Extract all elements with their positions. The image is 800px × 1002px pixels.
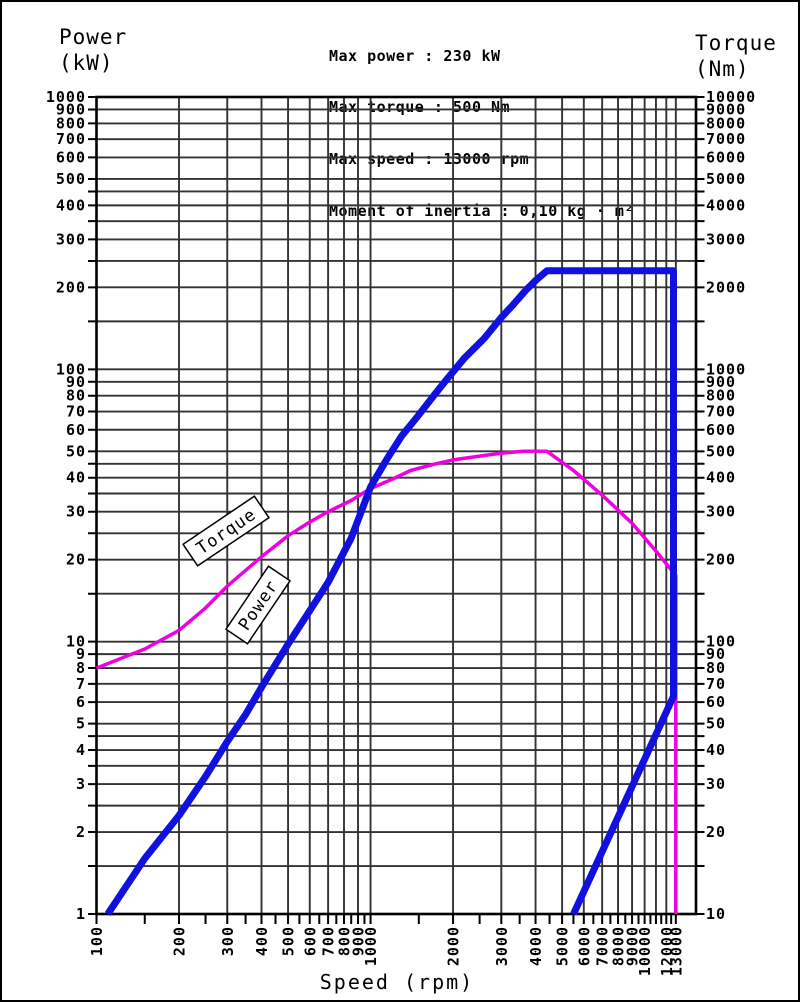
spec-max-power: Max power : 230 kW — [329, 46, 501, 65]
right-axis-title: Torque (Nm) — [695, 30, 777, 82]
plot-frame — [95, 95, 698, 916]
plot-grid — [95, 96, 696, 915]
right-tick-label: 2000 — [706, 278, 746, 296]
right-tick-label: 800 — [706, 387, 736, 405]
left-tick-label: 700 — [56, 130, 86, 148]
x-tick-label: 12000 — [658, 926, 676, 976]
curve-label-torque: Torque — [182, 495, 270, 567]
left-tick-label: 4 — [76, 741, 86, 759]
right-tick-label: 20 — [706, 823, 726, 841]
right-tick-label: 7000 — [706, 130, 746, 148]
left-tick-label: 100 — [56, 360, 86, 378]
left-tick-label: 2 — [76, 823, 86, 841]
right-tick-label: 8000 — [706, 114, 746, 132]
x-tick-label: 5000 — [554, 926, 572, 966]
right-tick-label: 200 — [706, 551, 736, 569]
right-tick-label: 40 — [706, 741, 726, 759]
x-tick-label: 800 — [335, 926, 353, 956]
right-tick-label: 500 — [706, 442, 736, 460]
x-tick-label: 600 — [301, 926, 319, 956]
x-tick-label: 10000 — [636, 926, 654, 976]
left-tick-label: 500 — [56, 170, 86, 188]
right-tick-label: 4000 — [706, 196, 746, 214]
left-tick-label: 800 — [56, 114, 86, 132]
right-tick-label: 70 — [706, 675, 726, 693]
right-tick-label: 10000 — [706, 88, 756, 106]
right-tick-label: 90 — [706, 645, 726, 663]
right-tick-label: 100 — [706, 633, 736, 651]
x-tick-label: 100 — [88, 926, 106, 956]
right-tick-label: 60 — [706, 693, 726, 711]
left-axis-title-line1: Power — [59, 25, 128, 49]
x-tick-label: 9000 — [624, 926, 642, 966]
right-tick-label: 700 — [706, 403, 736, 421]
spec-max-speed: Max speed : 13000 rpm — [329, 150, 530, 169]
left-tick-label: 900 — [56, 100, 86, 118]
left-tick-label: 60 — [66, 421, 86, 439]
x-tick-label: 500 — [280, 926, 298, 956]
left-tick-label: 10 — [66, 633, 86, 651]
left-tick-label: 90 — [66, 373, 86, 391]
axis-ticks — [88, 96, 705, 924]
right-tick-label: 900 — [706, 373, 736, 391]
right-tick-label: 10 — [706, 905, 726, 923]
x-tick-label: 1000 — [362, 926, 380, 966]
right-tick-label: 3000 — [706, 230, 746, 248]
left-tick-label: 9 — [76, 645, 86, 663]
right-tick-label: 300 — [706, 503, 736, 521]
left-tick-label: 30 — [66, 503, 86, 521]
left-tick-label: 20 — [66, 551, 86, 569]
curve-label-box — [224, 565, 292, 645]
left-tick-label: 600 — [56, 148, 86, 166]
x-tick-label: 8000 — [610, 926, 628, 966]
left-tick-label: 8 — [76, 659, 86, 677]
x-tick-label: 400 — [253, 926, 271, 956]
right-axis-title-line1: Torque — [695, 31, 777, 55]
left-tick-label: 5 — [76, 715, 86, 733]
x-tick-label: 200 — [170, 926, 188, 956]
left-tick-label: 300 — [56, 230, 86, 248]
left-axis-title-line2: (kW) — [59, 51, 114, 75]
right-axis-title-line2: (Nm) — [695, 57, 750, 81]
left-axis-title: Power (kW) — [59, 24, 127, 76]
right-tick-label: 600 — [706, 421, 736, 439]
x-tick-label: 900 — [350, 926, 368, 956]
left-tick-label: 1 — [76, 905, 86, 923]
left-tick-label: 1000 — [46, 88, 86, 106]
right-tick-label: 6000 — [706, 148, 746, 166]
x-tick-label: 3000 — [493, 926, 511, 966]
x-axis-title: Speed (rpm) — [319, 970, 475, 994]
x-tick-label: 13000 — [667, 926, 685, 976]
left-tick-label: 40 — [66, 469, 86, 487]
spec-max-torque: Max torque : 500 Nm — [329, 98, 511, 117]
x-tick-label: 4000 — [527, 926, 545, 966]
left-tick-label: 7 — [76, 675, 86, 693]
right-tick-label: 5000 — [706, 170, 746, 188]
right-tick-label: 50 — [706, 715, 726, 733]
curve-label-box — [182, 495, 270, 567]
right-tick-label: 30 — [706, 775, 726, 793]
series-power-curve — [104, 267, 677, 916]
left-tick-label: 80 — [66, 387, 86, 405]
x-tick-label: 2000 — [445, 926, 463, 966]
left-tick-label: 200 — [56, 278, 86, 296]
left-tick-label: 3 — [76, 775, 86, 793]
right-tick-label: 400 — [706, 469, 736, 487]
spec-title-block: Max power : 230 kW Max torque : 500 Nm M… — [329, 13, 634, 255]
x-tick-label: 7000 — [594, 926, 612, 966]
right-tick-label: 1000 — [706, 360, 746, 378]
left-tick-label: 6 — [76, 693, 86, 711]
x-tick-label: 700 — [320, 926, 338, 956]
right-tick-label: 80 — [706, 659, 726, 677]
left-tick-label: 70 — [66, 403, 86, 421]
left-tick-label: 50 — [66, 442, 86, 460]
x-tick-label: 300 — [219, 926, 237, 956]
series-torque-curve — [95, 449, 678, 914]
left-tick-label: 400 — [56, 196, 86, 214]
x-tick-label: 6000 — [575, 926, 593, 966]
right-tick-label: 9000 — [706, 100, 746, 118]
